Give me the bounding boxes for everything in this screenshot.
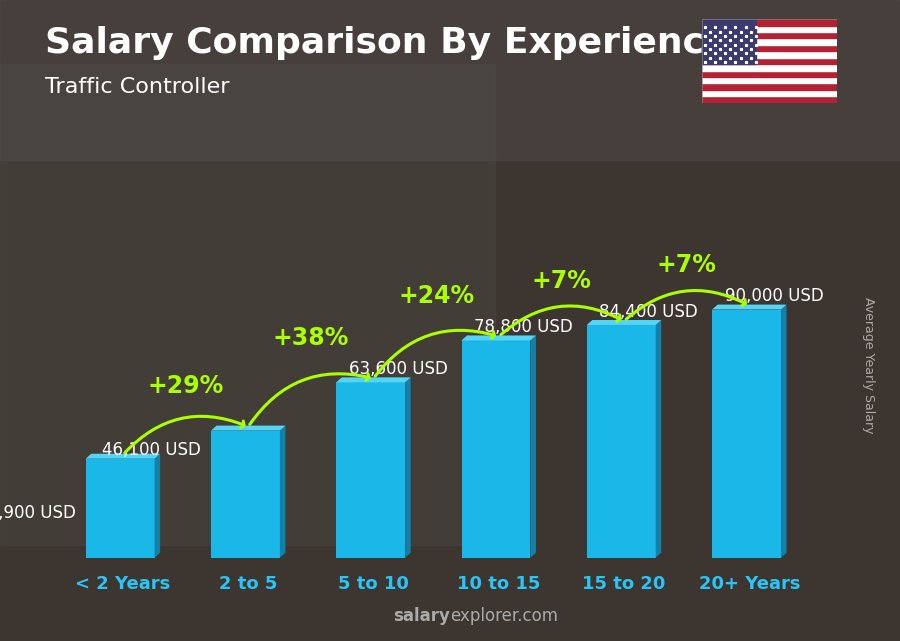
Text: +7%: +7% xyxy=(657,253,716,278)
Text: explorer.com: explorer.com xyxy=(450,607,558,625)
Text: 35,900 USD: 35,900 USD xyxy=(0,504,76,522)
Text: 5 to 10: 5 to 10 xyxy=(338,575,409,593)
Text: 46,100 USD: 46,100 USD xyxy=(102,440,201,459)
Text: 2 to 5: 2 to 5 xyxy=(219,575,277,593)
Polygon shape xyxy=(462,335,536,340)
Bar xyxy=(0,64,495,545)
Polygon shape xyxy=(587,325,656,558)
Text: 90,000 USD: 90,000 USD xyxy=(725,287,824,305)
Bar xyxy=(702,71,837,77)
Bar xyxy=(702,38,837,45)
Text: 63,600 USD: 63,600 USD xyxy=(349,360,447,378)
Polygon shape xyxy=(656,320,662,558)
Bar xyxy=(702,83,837,90)
Bar xyxy=(702,64,837,71)
Polygon shape xyxy=(712,304,787,310)
Text: 84,400 USD: 84,400 USD xyxy=(599,303,698,321)
Text: < 2 Years: < 2 Years xyxy=(76,575,170,593)
Polygon shape xyxy=(155,454,160,558)
Bar xyxy=(702,90,837,96)
Text: 15 to 20: 15 to 20 xyxy=(582,575,666,593)
Polygon shape xyxy=(86,459,155,558)
Polygon shape xyxy=(337,378,410,382)
Text: Traffic Controller: Traffic Controller xyxy=(45,77,230,97)
Polygon shape xyxy=(280,426,285,558)
Polygon shape xyxy=(337,382,405,558)
Polygon shape xyxy=(211,426,285,431)
Text: Average Yearly Salary: Average Yearly Salary xyxy=(862,297,875,433)
Bar xyxy=(702,45,837,51)
Bar xyxy=(702,26,837,32)
Bar xyxy=(702,96,837,103)
Bar xyxy=(702,58,837,64)
Polygon shape xyxy=(405,378,410,558)
Text: salary: salary xyxy=(393,607,450,625)
Polygon shape xyxy=(530,335,536,558)
Text: Salary Comparison By Experience: Salary Comparison By Experience xyxy=(45,26,728,60)
Text: 20+ Years: 20+ Years xyxy=(698,575,800,593)
Polygon shape xyxy=(781,304,787,558)
Bar xyxy=(702,51,837,58)
Text: 78,800 USD: 78,800 USD xyxy=(474,319,572,337)
Bar xyxy=(702,77,837,83)
Text: +29%: +29% xyxy=(148,374,224,398)
Bar xyxy=(702,19,756,64)
Text: 10 to 15: 10 to 15 xyxy=(457,575,541,593)
Bar xyxy=(702,32,837,38)
Text: +7%: +7% xyxy=(532,269,591,293)
Text: +24%: +24% xyxy=(398,284,474,308)
Text: +38%: +38% xyxy=(273,326,349,350)
Polygon shape xyxy=(587,320,662,325)
Bar xyxy=(702,19,837,26)
Polygon shape xyxy=(462,340,530,558)
Polygon shape xyxy=(211,431,280,558)
Polygon shape xyxy=(86,454,160,459)
Polygon shape xyxy=(712,310,781,558)
Bar xyxy=(0,0,900,160)
